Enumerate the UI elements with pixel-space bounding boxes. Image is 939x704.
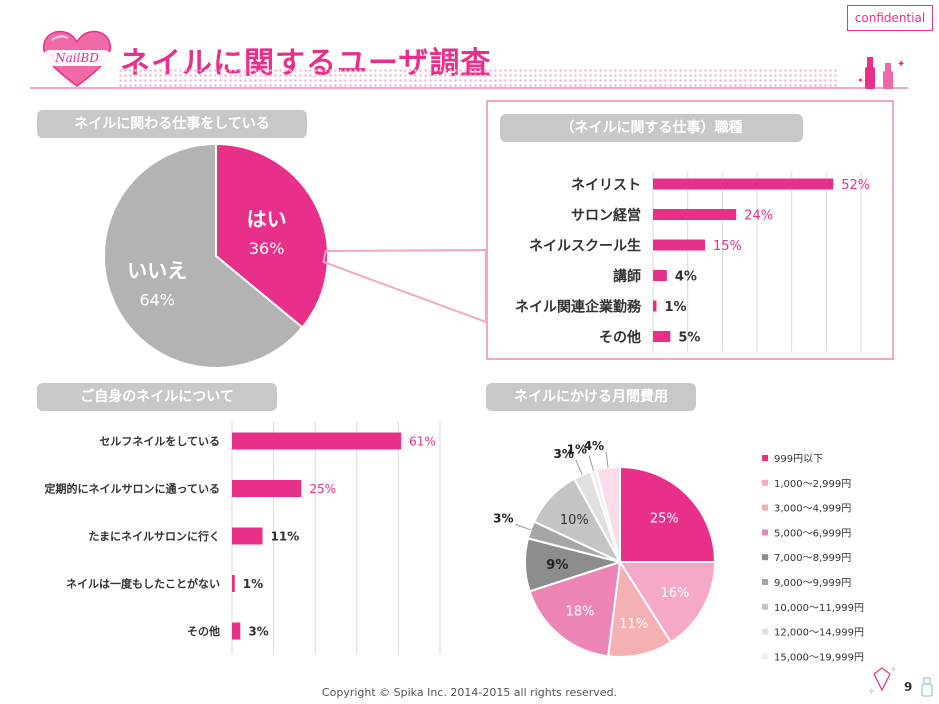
bar — [653, 270, 667, 281]
legend-label: 1,000～2,999円 — [774, 479, 851, 490]
value-label: 24% — [744, 208, 773, 223]
legend-swatch — [762, 554, 768, 561]
pie-slice-value: 25% — [650, 512, 679, 527]
legend-swatch — [762, 529, 768, 536]
bar — [653, 331, 671, 342]
bar — [232, 527, 263, 545]
legend-swatch — [762, 628, 768, 635]
pie-slice — [528, 560, 622, 658]
legend-label: 3,000～4,999円 — [774, 504, 851, 515]
bar — [653, 209, 737, 220]
pie-slice — [215, 142, 329, 329]
pie-connector — [322, 248, 487, 324]
bar — [653, 178, 834, 190]
bar — [232, 432, 402, 450]
legend-label: 10,000～11,999円 — [774, 603, 864, 614]
category-label: ネイルは一度もしたことがない — [66, 577, 220, 591]
pie-slice-value: 11% — [619, 617, 648, 632]
leader-line — [605, 451, 609, 468]
category-label: その他 — [599, 329, 641, 346]
legend-swatch — [762, 603, 768, 610]
svg-text:✦: ✦ — [857, 76, 864, 85]
bar — [232, 480, 302, 497]
copyright: Copyright © Spika Inc. 2014-2015 all rig… — [321, 686, 618, 699]
legend-swatch — [762, 479, 768, 486]
pie-slice-value: 16% — [660, 586, 689, 601]
self-nail-bar-chart: セルフネイルをしている 61% 定期的にネイルサロンに通っている 25% たまにネイルサ… — [45, 421, 441, 655]
value-label: 5% — [678, 330, 700, 345]
category-label: ネイルスクール生 — [529, 237, 641, 254]
leader-line — [515, 523, 531, 531]
leader-line — [588, 455, 594, 471]
value-label: 1% — [664, 300, 686, 315]
value-label: 11% — [271, 530, 300, 544]
value-label: 3% — [248, 625, 268, 639]
pie-slice-value: 3% — [493, 511, 513, 525]
pie-slice-label: いいえ — [127, 259, 187, 283]
legend-label: 15,000～19,999円 — [774, 652, 864, 663]
svg-text:✧: ✧ — [868, 687, 875, 696]
legend-label: 9,000～9,999円 — [774, 578, 851, 589]
category-label: サロン経営 — [571, 207, 641, 224]
value-label: 52% — [841, 178, 870, 193]
legend-label: 5,000～6,999円 — [774, 528, 851, 539]
header-divider — [30, 87, 908, 89]
job-bar-chart: ネイリスト 52% サロン経営 24% ネイルスクール生 15% 講師 4% ネイル関連企業勤務… — [515, 172, 870, 352]
legend-label: 7,000～8,999円 — [774, 553, 851, 564]
category-label: ネイル関連企業勤務 — [515, 298, 642, 315]
work-pie-header: ネイルに関わる仕事をしている — [37, 110, 307, 138]
monthly-cost-pie-chart: 25%16%11%18%9%3% 10%3%1%4%999円以下1,000～2,9… — [493, 439, 864, 664]
nail-bottle-icon — [921, 677, 933, 697]
pie-slice-value: 9% — [546, 558, 568, 573]
bar — [653, 300, 657, 312]
pie-slice — [103, 142, 304, 369]
value-label: 61% — [409, 435, 436, 449]
heart-logo-icon: NailBD — [42, 30, 112, 87]
bar — [653, 239, 705, 251]
pie-slice — [606, 559, 673, 658]
value-label: 1% — [243, 577, 263, 591]
value-label: 4% — [675, 269, 697, 284]
page-number: 9 — [904, 680, 913, 694]
nail-polish-icon: ✦ ✦ — [857, 57, 905, 89]
legend-swatch — [762, 653, 768, 660]
category-label: ネイリスト — [571, 177, 641, 193]
pie-slice-value: 4% — [584, 439, 604, 453]
category-label: 定期的にネイルサロンに通っている — [45, 482, 220, 496]
gem-icon: ✧ ✧ — [868, 665, 897, 696]
self-nail-header: ご自身のネイルについて — [37, 383, 277, 411]
confidential-badge: confidential — [847, 5, 933, 31]
job-panel-frame — [486, 100, 894, 360]
category-label: セルフネイルをしている — [99, 435, 220, 448]
pie-slice-value: 18% — [566, 604, 595, 619]
pie-slice-value: 3% — [554, 447, 574, 461]
legend-swatch — [762, 579, 768, 585]
category-label: その他 — [187, 624, 220, 638]
pie-slice-value: 10% — [560, 513, 589, 528]
title-dot-band — [118, 68, 838, 88]
pie-slice — [619, 465, 717, 563]
legend-swatch — [762, 455, 768, 461]
pie-slice-value: 36% — [249, 239, 285, 258]
svg-text:✧: ✧ — [890, 665, 897, 674]
pie-slice-label: はい — [247, 207, 287, 231]
monthly-cost-header: ネイルにかける月間費用 — [486, 383, 696, 411]
svg-text:✦: ✦ — [897, 59, 905, 70]
category-label: 講師 — [613, 268, 641, 285]
pie-slice — [618, 561, 717, 644]
pie-slice-value: 64% — [139, 291, 175, 310]
pie-slice-value: 1% — [567, 442, 587, 456]
leader-line — [575, 459, 583, 476]
bar — [232, 622, 241, 640]
value-label: 25% — [309, 482, 336, 496]
legend-label: 999円以下 — [774, 454, 823, 465]
category-label: たまにネイルサロンに行く — [88, 529, 220, 543]
job-bar-header: （ネイルに関する仕事）職種 — [500, 114, 803, 142]
legend-swatch — [762, 504, 768, 511]
logo-text: NailBD — [54, 51, 99, 65]
bar — [232, 575, 235, 592]
legend-label: 12,000～14,999円 — [774, 628, 864, 639]
value-label: 15% — [713, 239, 742, 254]
